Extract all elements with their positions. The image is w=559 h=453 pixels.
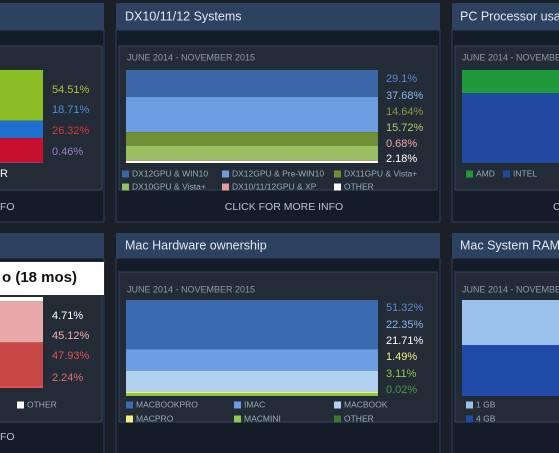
area-band	[126, 370, 378, 392]
area-band	[0, 297, 43, 302]
legend-label: MACBOOK	[344, 399, 388, 409]
value-label: 0.02%	[386, 384, 417, 396]
panel-title: Mac System RAM	[460, 238, 559, 252]
area-band	[0, 301, 43, 343]
area-band	[126, 145, 378, 161]
legend-swatch	[466, 401, 473, 409]
panel-subtitle: JUNE 2014 - NOVEMBER 2015	[127, 52, 255, 62]
legend-label: DX10GPU & Vista+	[132, 181, 206, 191]
area-band	[126, 97, 378, 133]
area-band	[126, 70, 378, 98]
value-label: 26.32%	[52, 125, 90, 137]
legend-swatch	[126, 415, 133, 423]
legend-swatch	[122, 183, 129, 191]
more-info-link[interactable]: FO	[0, 201, 15, 213]
legend-swatch	[122, 170, 129, 178]
value-label: 15.72%	[386, 122, 424, 134]
area-band	[0, 385, 43, 388]
legend-swatch	[334, 401, 341, 409]
legend-swatch	[234, 401, 241, 409]
value-label: 0.46%	[52, 146, 83, 158]
panel-title: Mac Hardware ownership	[125, 238, 267, 252]
legend-label: DX10/11/12GPU & XP	[232, 181, 317, 191]
more-info-link[interactable]: FO	[0, 431, 15, 443]
value-label: 2.24%	[52, 372, 83, 384]
area-band	[126, 349, 378, 371]
panel-title: DX10/11/12 Systems	[125, 9, 242, 23]
area-band	[126, 391, 378, 393]
area-band	[126, 160, 378, 161]
panel-title: PC Processor usa	[460, 9, 559, 23]
area-band	[0, 138, 43, 163]
legend-label: MACMINI	[244, 413, 281, 423]
legend-label: OTHER	[27, 399, 57, 409]
panel-heading: o (18 mos)	[2, 269, 77, 286]
value-label: 4.71%	[52, 310, 83, 322]
legend-label: 4 GB	[476, 413, 496, 423]
legend-swatch	[126, 401, 133, 409]
value-label: 2.18%	[386, 153, 417, 165]
legend-swatch	[334, 415, 341, 423]
legend-swatch	[334, 170, 341, 178]
legend-swatch	[17, 401, 24, 409]
legend-label: MACBOOKPRO	[136, 399, 198, 409]
area-band	[126, 300, 378, 350]
value-label: 37.68%	[386, 90, 424, 102]
value-label: 3.11%	[386, 368, 417, 380]
value-label: 29.1%	[386, 73, 417, 85]
legend-label: MACPRO	[136, 413, 174, 423]
panel-subtitle: JUNE 2014 - NOVEMBER 20	[462, 284, 559, 294]
legend-label: OTHER	[344, 413, 374, 423]
legend-label: INTEL	[513, 168, 537, 178]
legend-label: AMD	[476, 168, 495, 178]
area-band	[0, 70, 43, 121]
value-label: 45.12%	[52, 330, 90, 342]
legend-swatch	[466, 170, 473, 178]
panel-subtitle: JUNE 2014 - NOVEMBER 2015	[127, 284, 255, 294]
legend-swatch	[503, 170, 510, 178]
area-band	[126, 392, 378, 396]
value-label: 18.71%	[52, 104, 90, 116]
value-label: 54.51%	[52, 84, 90, 96]
value-label: 1.49%	[386, 351, 417, 363]
value-label: 21.71%	[386, 335, 424, 347]
value-label: 47.93%	[52, 350, 90, 362]
legend-label: 1 GB	[476, 399, 496, 409]
area-band	[0, 342, 43, 386]
legend-label: IMAC	[244, 399, 265, 409]
more-info-link[interactable]: CLICK FOR MORE INFO	[225, 201, 343, 213]
legend-swatch	[466, 415, 473, 423]
legend-swatch	[234, 415, 241, 423]
legend-label: DX12GPU & Pre-WIN10	[232, 168, 324, 178]
legend-swatch	[222, 183, 229, 191]
area-band	[0, 120, 43, 139]
legend-label: DX12GPU & WIN10	[132, 168, 208, 178]
value-label: 14.64%	[386, 106, 424, 118]
legend-swatch	[222, 170, 229, 178]
value-label: 0.68%	[386, 138, 417, 150]
legend-label: OTHER	[344, 181, 374, 191]
more-info-link[interactable]: C	[553, 201, 559, 213]
value-label: 51.32%	[386, 302, 424, 314]
panel-subtitle: JUNE 2014 - NOVEMBER 20	[462, 52, 559, 62]
value-label: 22.35%	[386, 319, 424, 331]
legend-swatch	[334, 183, 341, 191]
area-band	[126, 160, 378, 163]
legend-label: R	[0, 168, 8, 180]
legend-label: DX11GPU & Vista+	[344, 168, 417, 178]
area-band	[126, 132, 378, 146]
